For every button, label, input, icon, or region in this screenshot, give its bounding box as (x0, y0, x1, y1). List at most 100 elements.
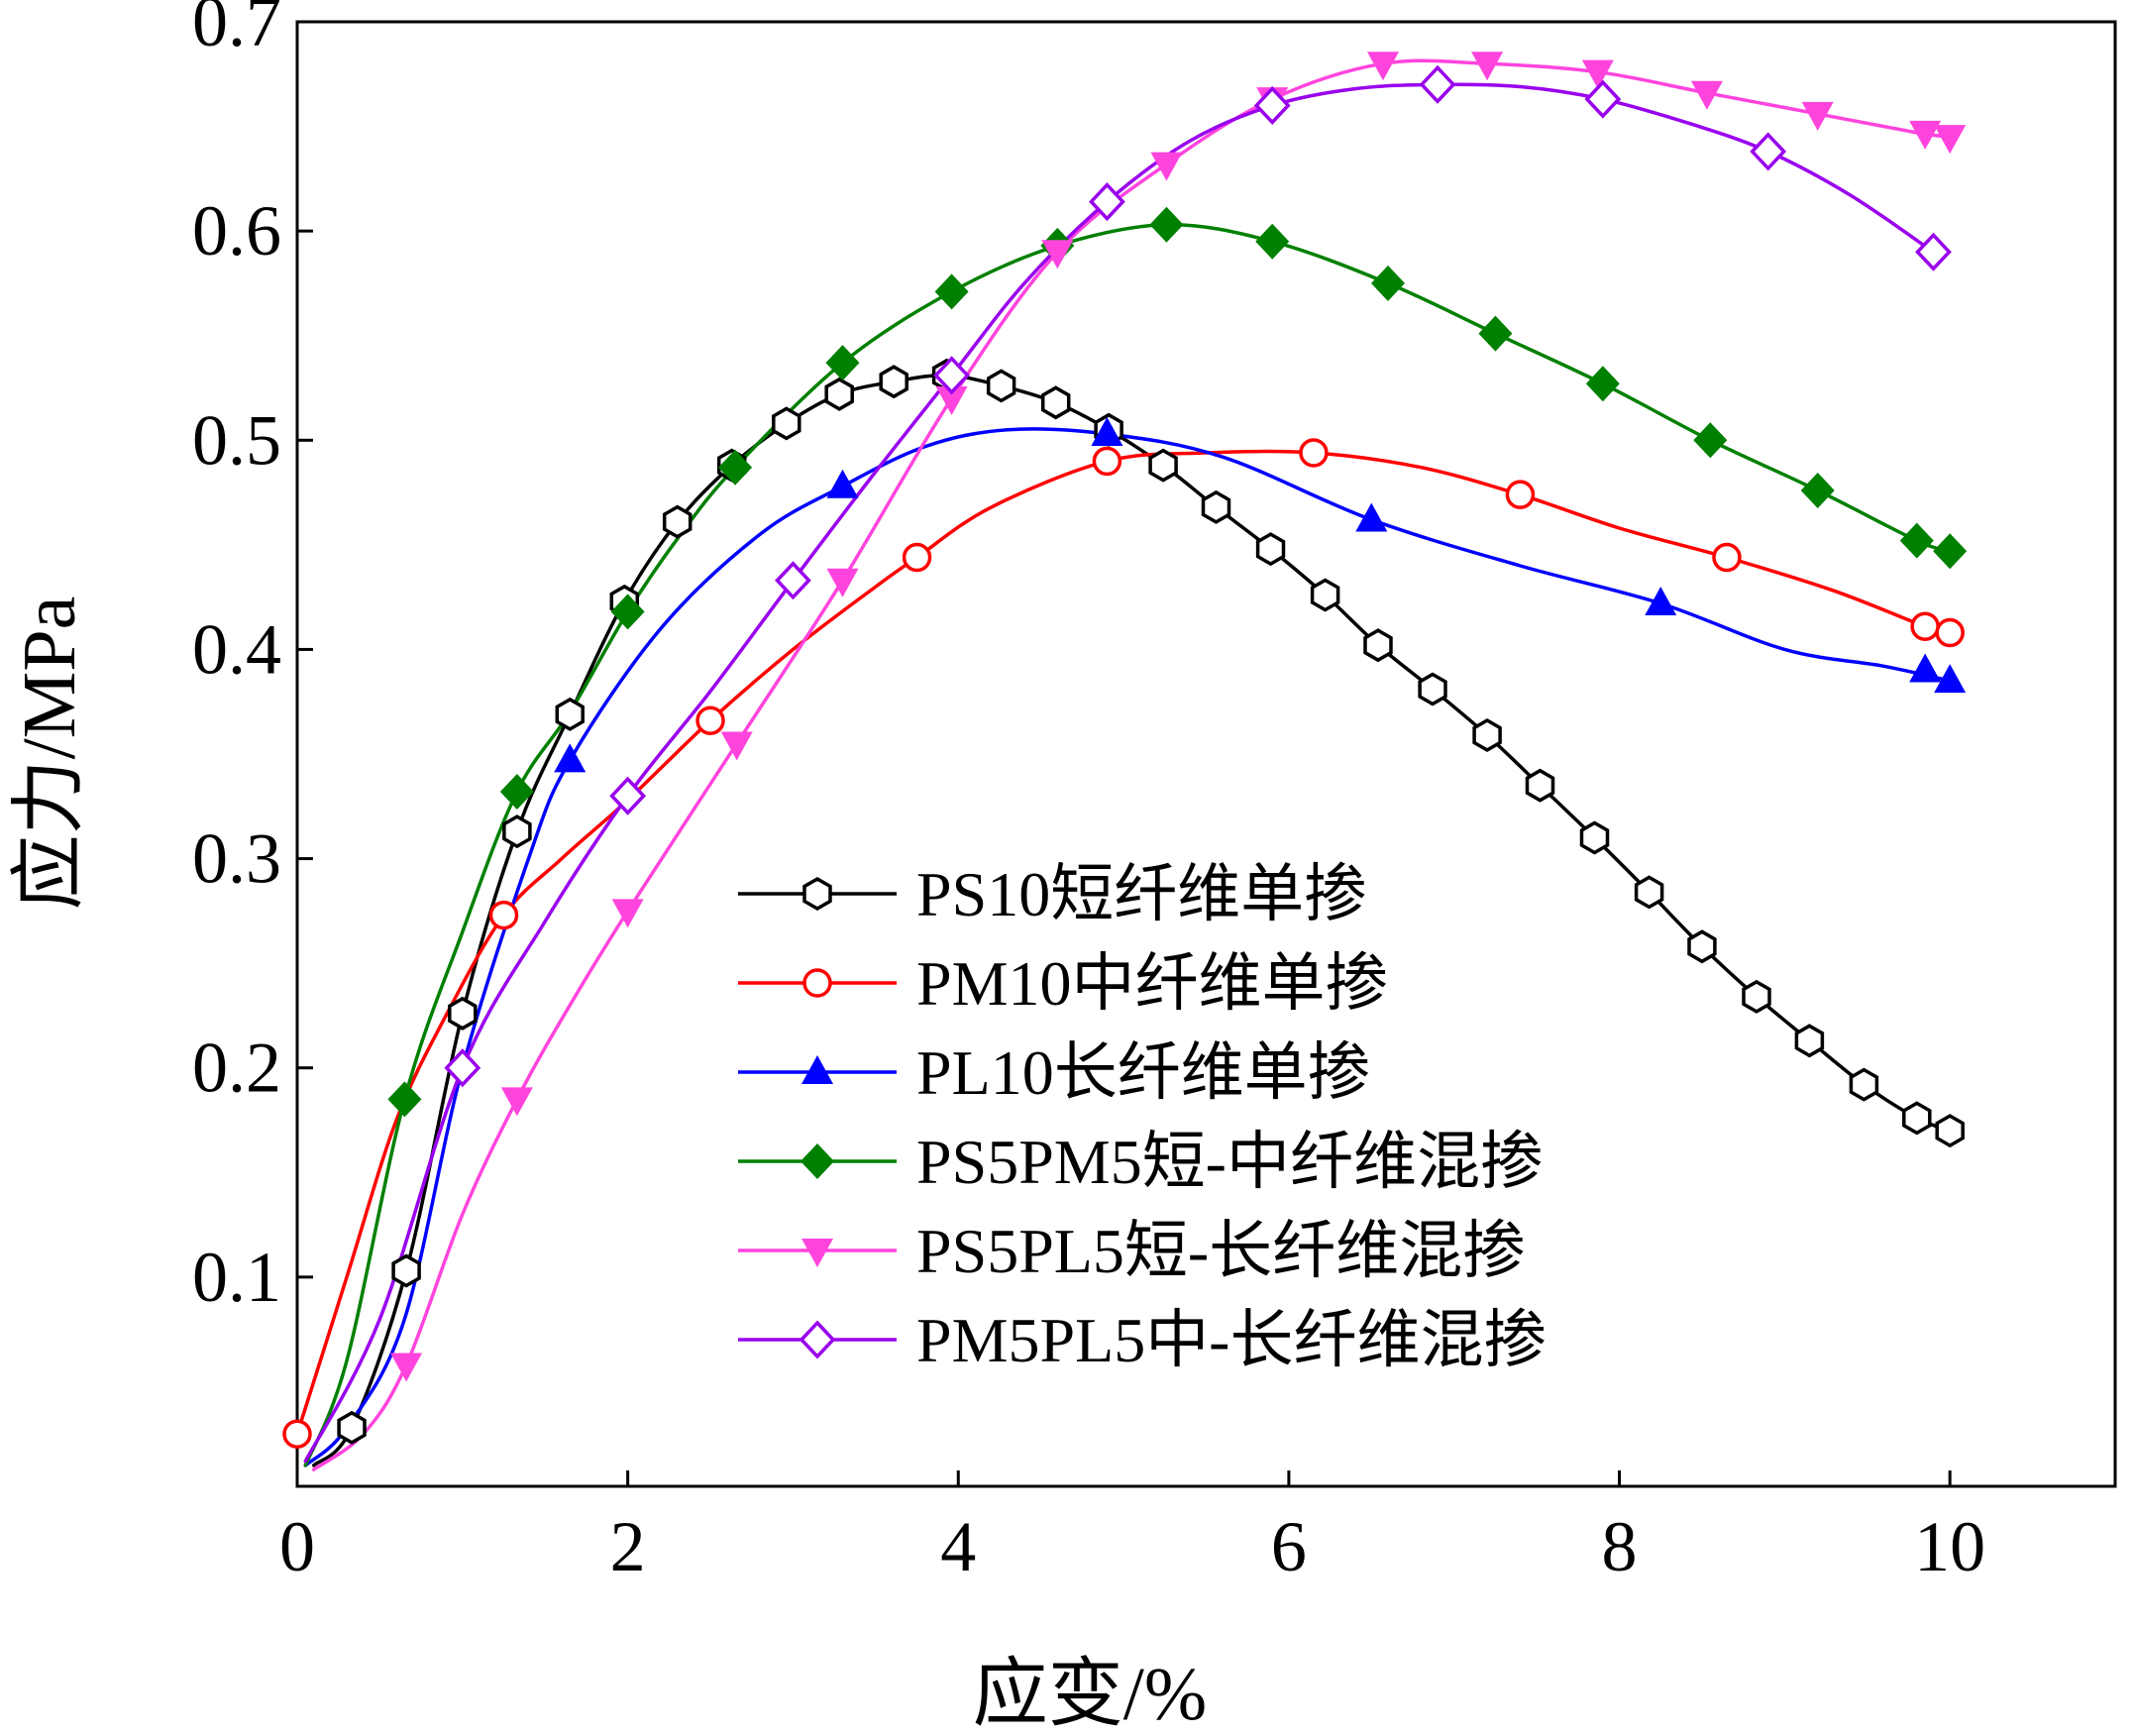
data-point (1750, 132, 1787, 171)
data-point (1472, 717, 1502, 753)
x-tick-label: 10 (1914, 1507, 1985, 1586)
x-tick-label: 6 (1271, 1507, 1307, 1586)
y-tick-label: 0.5 (192, 400, 281, 480)
legend-label: PL10长纤维单掺 (916, 1037, 1371, 1108)
legend-label: PS10短纤维单掺 (916, 859, 1367, 929)
legend-marker (801, 1239, 833, 1267)
legend-marker (799, 1320, 836, 1359)
legend-marker (802, 876, 832, 912)
y-tick-label: 0.4 (192, 609, 281, 689)
data-point (934, 273, 969, 310)
data-point (1934, 125, 1967, 155)
legend-entry-5: PS5PL5短-长纤维混掺 (738, 1216, 1526, 1286)
legend-entry-4: PS5PM5短-中纤维混掺 (738, 1127, 1544, 1197)
data-point (902, 542, 932, 573)
data-point (824, 377, 854, 411)
data-point (502, 814, 532, 849)
data-point (826, 568, 859, 597)
data-point (1742, 979, 1771, 1014)
data-point (1255, 223, 1290, 260)
series-line-4 (303, 223, 1952, 1467)
data-point (1690, 80, 1723, 110)
data-point (1505, 480, 1536, 509)
data-point (1915, 232, 1952, 271)
data-point (1801, 101, 1834, 131)
data-point (1585, 366, 1620, 402)
legend: PS10短纤维单掺 PM10中纤维单掺 PL10长纤维单掺 PS5PM5短-中纤维混掺… (738, 859, 1547, 1375)
legend-marker (800, 1143, 834, 1179)
data-point (986, 369, 1016, 403)
series-points-1 (337, 358, 1965, 1445)
data-point (1091, 416, 1123, 446)
x-tick-label: 0 (279, 1507, 315, 1586)
data-point (611, 899, 644, 928)
data-point (825, 345, 860, 381)
data-point (1902, 1101, 1932, 1136)
data-point (390, 1353, 423, 1382)
data-point (1910, 611, 1940, 641)
x-tick-label: 8 (1602, 1507, 1638, 1586)
data-point (1092, 446, 1122, 477)
x-axis-title: 应变/% (973, 1653, 1207, 1736)
data-point (1687, 929, 1717, 964)
series-markers (282, 52, 1968, 1449)
legend-entry-6: PM5PL5中-长纤维混掺 (738, 1305, 1547, 1375)
data-point (1584, 79, 1622, 119)
legend-marker (801, 1055, 833, 1084)
data-point (879, 365, 908, 399)
data-point (387, 1081, 422, 1118)
data-point (772, 406, 801, 441)
data-point (282, 1419, 312, 1449)
data-point (1645, 586, 1677, 615)
data-point (1899, 522, 1934, 559)
data-point (337, 1410, 367, 1445)
data-point (1800, 472, 1835, 508)
data-point (391, 1253, 421, 1288)
data-point (1371, 265, 1405, 301)
y-tick-label: 0.1 (192, 1238, 281, 1317)
data-point (1579, 820, 1610, 855)
data-point (1366, 52, 1399, 81)
data-point (775, 561, 811, 600)
series-points-3 (554, 416, 1967, 773)
y-tick-label: 0.7 (192, 0, 281, 61)
data-point (1581, 59, 1614, 89)
legend-marker (802, 968, 832, 998)
data-point (1693, 422, 1728, 459)
data-point (488, 900, 519, 930)
legend-label: PS5PL5短-长纤维混掺 (916, 1216, 1526, 1286)
data-point (555, 697, 585, 731)
data-point (1149, 206, 1184, 243)
data-point (1712, 542, 1742, 573)
data-point (1935, 1114, 1965, 1148)
series-points-5 (390, 52, 1967, 1382)
data-point (610, 594, 645, 630)
data-point (1255, 532, 1286, 567)
data-point (1418, 672, 1447, 706)
data-point (1525, 768, 1555, 803)
data-point (448, 996, 478, 1031)
legend-label: PM5PL5中-长纤维混掺 (916, 1305, 1547, 1375)
series-points-6 (444, 64, 1952, 1088)
data-point (720, 731, 753, 761)
data-point (500, 1087, 533, 1117)
axis-ticks: 0 2 4 6 8 10 0.1 0.2 0.3 0.4 0.5 0.6 0.7 (192, 0, 1985, 1586)
data-point (1634, 875, 1664, 910)
data-point (1909, 120, 1942, 150)
data-point (935, 386, 968, 416)
data-point (1909, 653, 1942, 683)
data-point (933, 356, 971, 395)
data-point (1419, 64, 1456, 104)
data-point (1089, 182, 1125, 222)
data-point (662, 504, 693, 539)
series-points-2 (282, 438, 1965, 1449)
data-point (1040, 385, 1071, 420)
data-point (1310, 578, 1340, 612)
data-point (1150, 152, 1183, 181)
legend-entry-3: PL10长纤维单掺 (738, 1037, 1371, 1108)
y-tick-label: 0.6 (192, 191, 281, 271)
plot-area-frame (295, 20, 2117, 1488)
data-point (1299, 438, 1329, 468)
data-point (1794, 1024, 1825, 1058)
